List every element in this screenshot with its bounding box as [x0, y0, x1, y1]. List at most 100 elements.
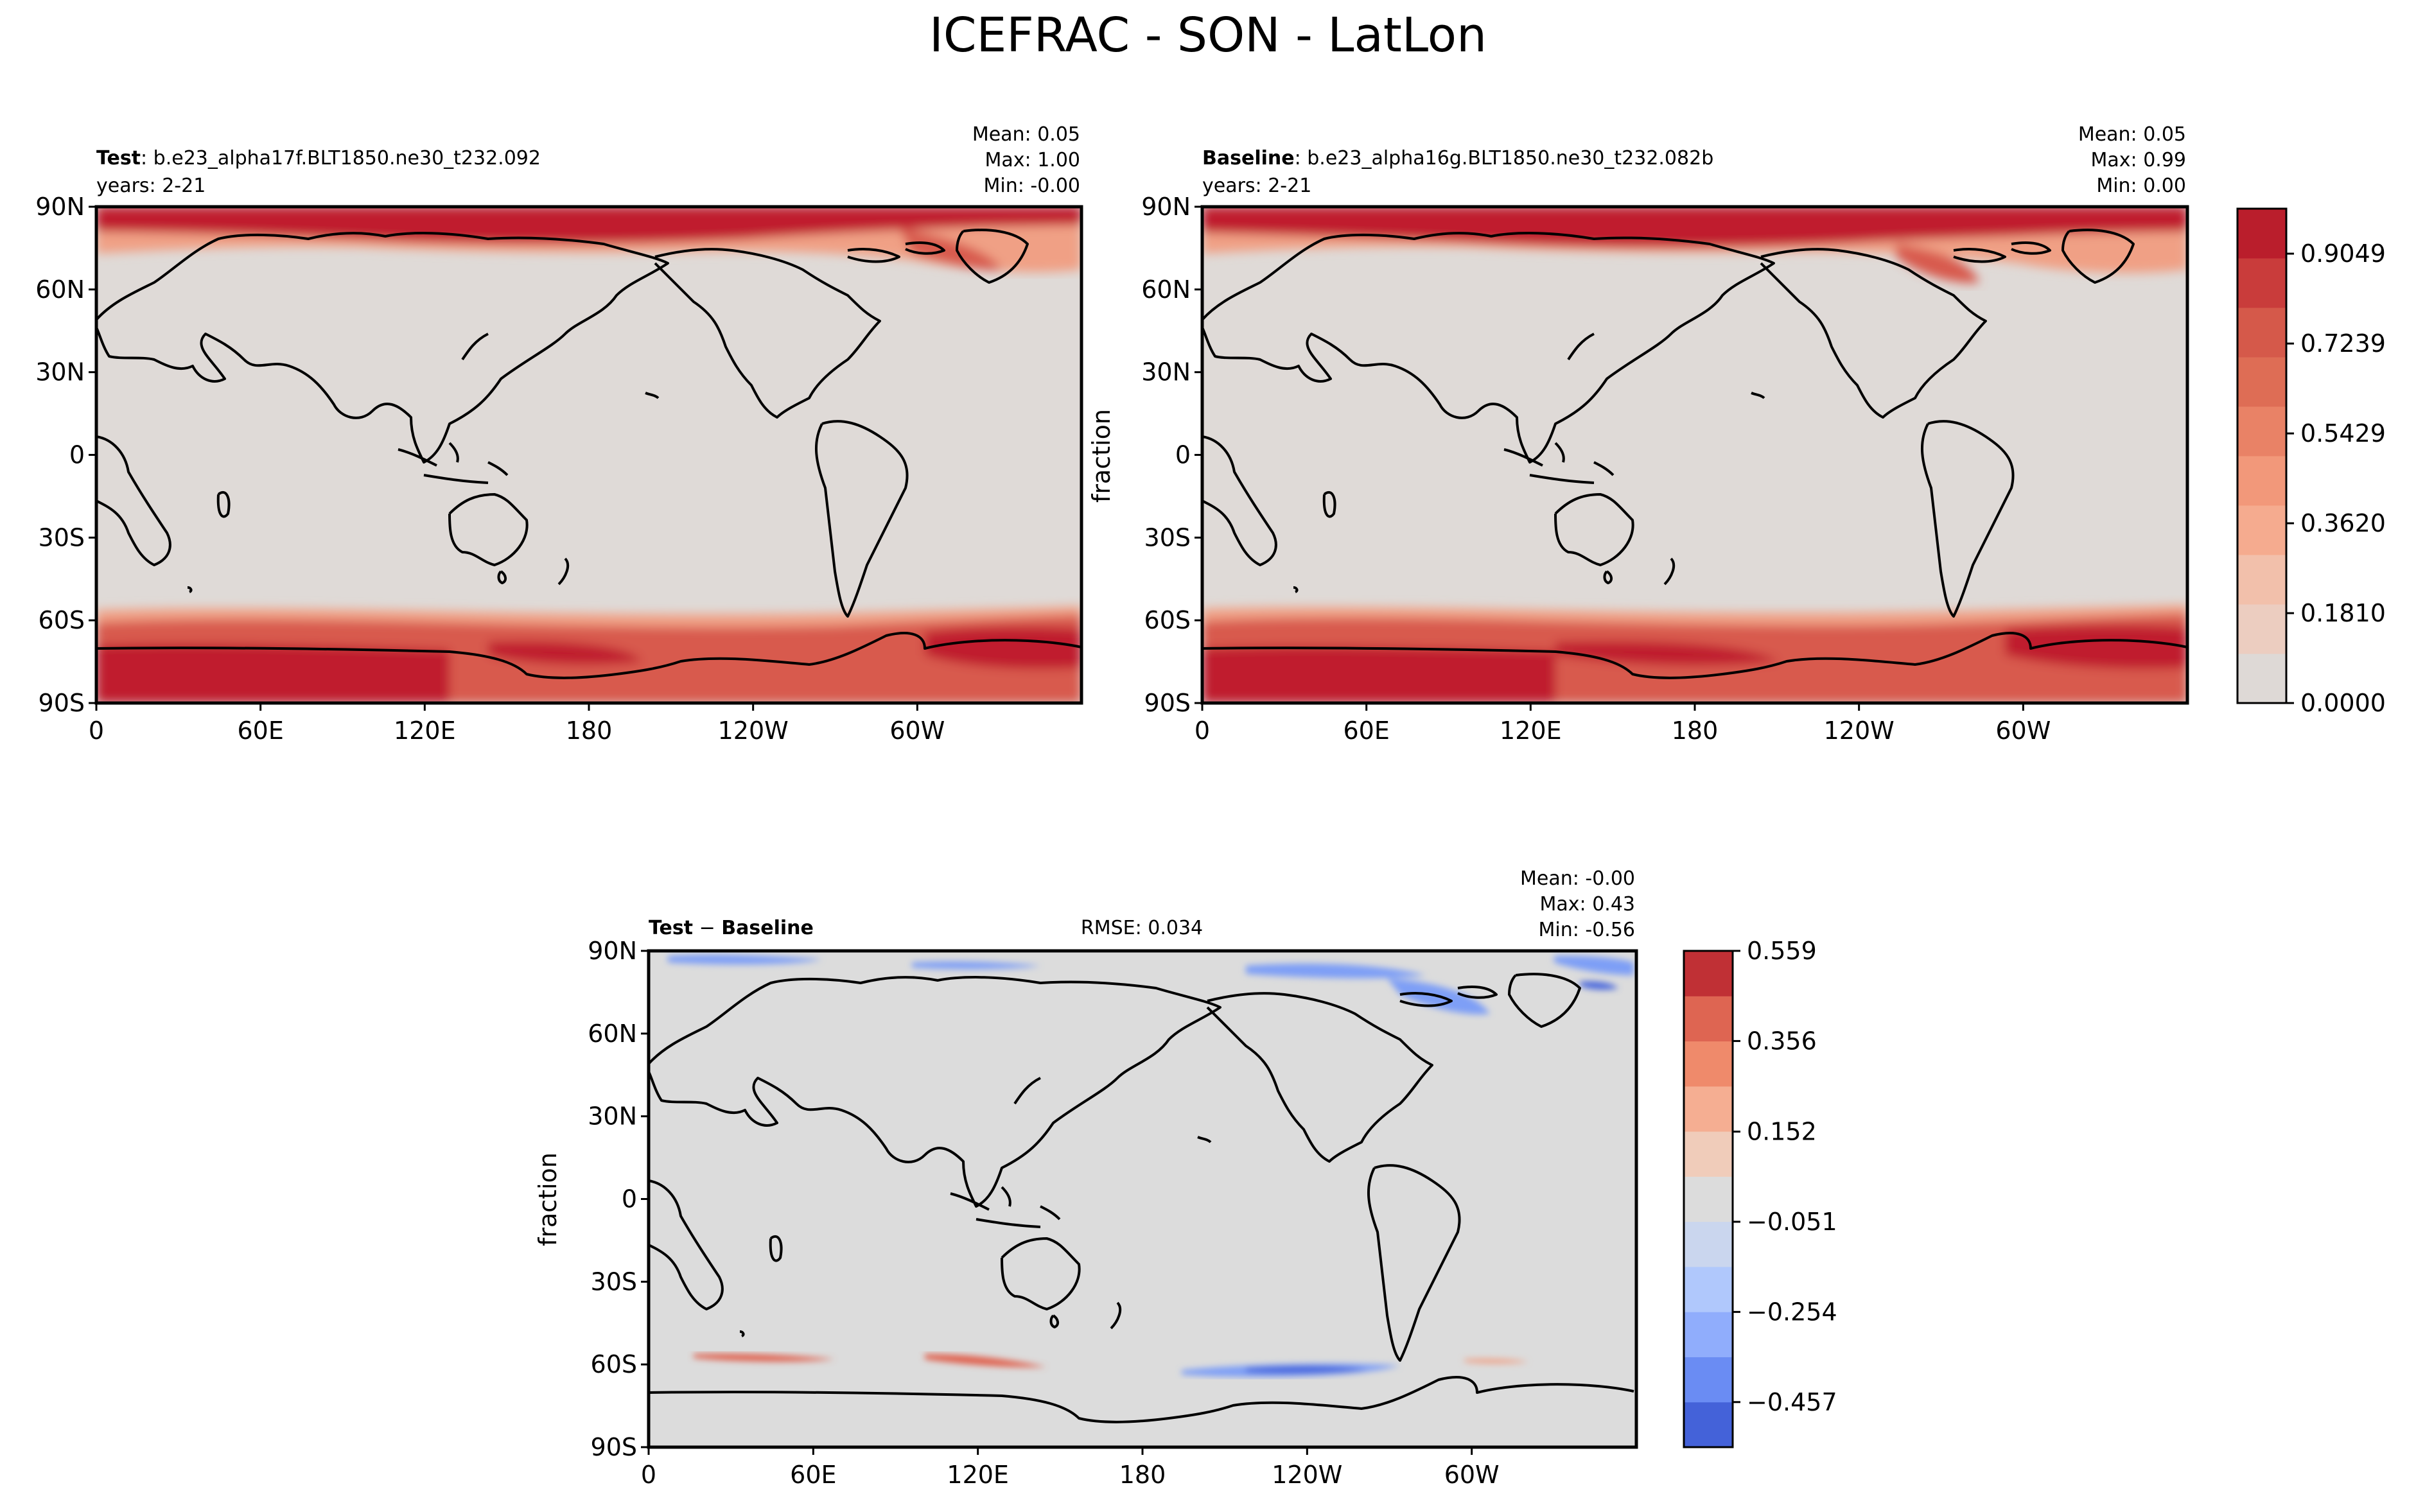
stat-mean: Mean: -0.00: [1520, 867, 1635, 890]
colorbar-swatch: [1684, 1402, 1733, 1448]
stat-min: Min: -0.56: [1539, 919, 1636, 941]
map-background: [649, 951, 1636, 1447]
colorbar-swatch: [2237, 209, 2286, 259]
lon-tick-label: 0: [1195, 717, 1210, 745]
colorbar-swatch: [1684, 1312, 1733, 1357]
colorbar-tick-label: 0.0000: [2300, 689, 2386, 717]
arctic-ice: [1202, 207, 2187, 283]
lat-tick-label: 90N: [35, 193, 85, 221]
lat-tick-label: 0: [1175, 441, 1191, 469]
lon-tick-label: 120W: [1272, 1461, 1342, 1489]
lon-tick-label: 60E: [237, 717, 283, 745]
colorbar-swatch: [1684, 1176, 1733, 1222]
stat-mean: Mean: 0.05: [972, 123, 1080, 146]
lon-tick-label: 0: [641, 1461, 656, 1489]
lon-tick-label: 60W: [889, 717, 945, 745]
colorbar-swatch: [2237, 258, 2286, 308]
rmse-label: RMSE: 0.034: [1081, 917, 1203, 939]
lat-tick-label: 90N: [1141, 193, 1191, 221]
antarctic-diff: [694, 1353, 1528, 1377]
stat-mean: Mean: 0.05: [2078, 123, 2186, 146]
lat-tick-label: 60N: [1141, 275, 1191, 304]
colorbar-swatch: [2237, 456, 2286, 506]
colorbar-tick-label: 0.5429: [2300, 419, 2386, 448]
lon-tick-label: 60W: [1995, 717, 2051, 745]
stat-min: Min: -0.00: [984, 175, 1081, 197]
lon-tick-label: 120W: [718, 717, 789, 745]
colorbar-swatch: [1684, 1086, 1733, 1132]
lon-tick-label: 120W: [1824, 717, 1895, 745]
colorbar-swatch: [1684, 1357, 1733, 1403]
map-baseline: [1202, 207, 2187, 703]
colorbar-swatch: [1684, 951, 1733, 996]
colorbar-swatch: [1684, 1041, 1733, 1087]
y-axis-label: fraction: [1087, 409, 1116, 503]
colorbar-swatch: [2237, 406, 2286, 456]
antarctic-ice: [1202, 605, 2187, 703]
colorbar-tick-label: −0.051: [1747, 1208, 1837, 1236]
colorbar-swatch: [1684, 1266, 1733, 1312]
lon-tick-label: 60W: [1444, 1461, 1500, 1489]
colorbar-tick-label: 0.1810: [2300, 599, 2386, 627]
colorbar-swatch: [2237, 604, 2286, 654]
colorbar-swatch: [2237, 357, 2286, 407]
colorbar-swatch: [1684, 1221, 1733, 1267]
lat-tick-label: 30S: [591, 1267, 637, 1296]
lon-tick-label: 180: [1672, 717, 1719, 745]
colorbar-tick-label: 0.356: [1747, 1027, 1817, 1055]
colorbar-swatch: [2237, 505, 2286, 555]
lat-tick-label: 30N: [35, 358, 85, 387]
lat-tick-label: 90S: [1144, 689, 1191, 717]
colorbar-tick-label: 0.9049: [2300, 239, 2386, 268]
colorbar-tick-label: 0.7239: [2300, 329, 2386, 358]
y-axis-label: fraction: [534, 1152, 562, 1246]
lon-tick-label: 60E: [790, 1461, 836, 1489]
lat-tick-label: 90S: [591, 1433, 637, 1461]
panel-label: Test: b.e23_alpha17f.BLT1850.ne30_t232.0…: [96, 147, 541, 169]
lon-tick-label: 180: [1119, 1461, 1166, 1489]
stat-max: Max: 0.99: [2091, 149, 2186, 171]
colorbar-frame: [2236, 207, 2288, 704]
stat-max: Max: 1.00: [985, 149, 1080, 171]
lat-tick-label: 90N: [588, 937, 637, 965]
lat-tick-label: 30N: [1141, 358, 1191, 387]
colorbar-tick-label: −0.254: [1747, 1298, 1837, 1326]
lat-tick-label: 90S: [39, 689, 85, 717]
lat-tick-label: 30S: [1144, 523, 1191, 552]
lat-tick-label: 0: [622, 1185, 637, 1213]
colorbar-tick-label: 0.152: [1747, 1118, 1817, 1146]
colorbar-frame: [1683, 950, 1734, 1448]
lon-tick-label: 60E: [1343, 717, 1389, 745]
map-diff: [649, 951, 1636, 1447]
lat-tick-label: 60N: [35, 275, 85, 304]
lat-tick-label: 60S: [39, 606, 85, 634]
map-test: [96, 207, 1081, 703]
antarctic-ice: [96, 606, 1081, 703]
stat-max: Max: 0.43: [1540, 893, 1635, 916]
colorbar-tick-label: 0.559: [1747, 937, 1817, 965]
colorbar-diff: 0.559 0.356 0.152 −0.051 −0.254 −0.457: [1683, 937, 1837, 1448]
lat-tick-label: 60S: [591, 1350, 637, 1378]
lon-tick-label: 0: [89, 717, 104, 745]
panel-label: Test − Baseline: [649, 917, 814, 939]
panel-label: Baseline: b.e23_alpha16g.BLT1850.ne30_t2…: [1202, 147, 1713, 169]
panel-years: years: 2-21: [96, 175, 206, 197]
colorbar-swatch: [2237, 555, 2286, 605]
lon-tick-label: 180: [566, 717, 613, 745]
colorbar-swatch: [2237, 654, 2286, 704]
stat-min: Min: 0.00: [2096, 175, 2186, 197]
colorbar-swatch: [1684, 1131, 1733, 1177]
lat-tick-label: 60S: [1144, 606, 1191, 634]
lat-tick-label: 30S: [39, 523, 85, 552]
colorbar-main: 0.9049 0.7239 0.5429 0.3620 0.1810 0.0000: [2236, 207, 2386, 717]
lat-tick-label: 60N: [588, 1020, 637, 1048]
colorbar-swatch: [1684, 996, 1733, 1042]
lon-tick-label: 120E: [947, 1461, 1009, 1489]
colorbar-tick-label: 0.3620: [2300, 509, 2386, 537]
lon-tick-label: 120E: [1500, 717, 1562, 745]
figure-title: ICEFRAC - SON - LatLon: [929, 8, 1487, 63]
